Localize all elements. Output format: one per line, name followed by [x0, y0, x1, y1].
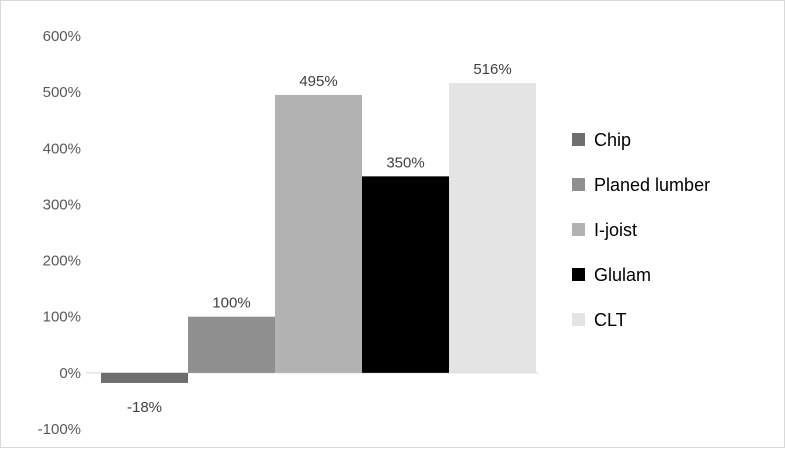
y-tick-label: 100% — [43, 309, 81, 326]
legend-label-planed-lumber: Planed lumber — [594, 175, 710, 195]
data-label-chip: -18% — [127, 399, 162, 416]
bar-glulam — [362, 176, 449, 373]
legend-label-chip: Chip — [594, 130, 631, 150]
data-label-clt: 516% — [473, 61, 511, 78]
legend-swatch-clt — [572, 313, 585, 326]
legend-swatch-chip — [572, 133, 585, 146]
legend-swatch-planed-lumber — [572, 178, 585, 191]
data-label-glulam: 350% — [386, 154, 424, 171]
legend: Chip Planed lumber I-joist Glulam CLT — [572, 130, 710, 330]
bar-clt — [449, 83, 536, 373]
data-labels: -18% 100% 495% 350% 516% — [127, 61, 512, 416]
data-label-planed-lumber: 100% — [212, 295, 250, 312]
legend-swatch-glulam — [572, 268, 585, 281]
y-tick-label: 400% — [43, 140, 81, 157]
bar-planed-lumber — [188, 316, 275, 373]
y-tick-label: 200% — [43, 253, 81, 270]
y-tick-label: 500% — [43, 84, 81, 101]
data-label-i-joist: 495% — [299, 73, 337, 90]
legend-label-i-joist: I-joist — [594, 220, 637, 240]
y-tick-label: -100% — [38, 421, 81, 438]
bar-chip — [101, 372, 188, 383]
legend-label-clt: CLT — [594, 310, 627, 330]
y-tick-label: 300% — [43, 196, 81, 213]
legend-label-glulam: Glulam — [594, 265, 651, 285]
legend-swatch-i-joist — [572, 223, 585, 236]
bars — [101, 83, 536, 383]
y-tick-label: 600% — [43, 28, 81, 45]
y-tick-label: 0% — [59, 365, 81, 382]
bar-i-joist — [275, 94, 362, 373]
